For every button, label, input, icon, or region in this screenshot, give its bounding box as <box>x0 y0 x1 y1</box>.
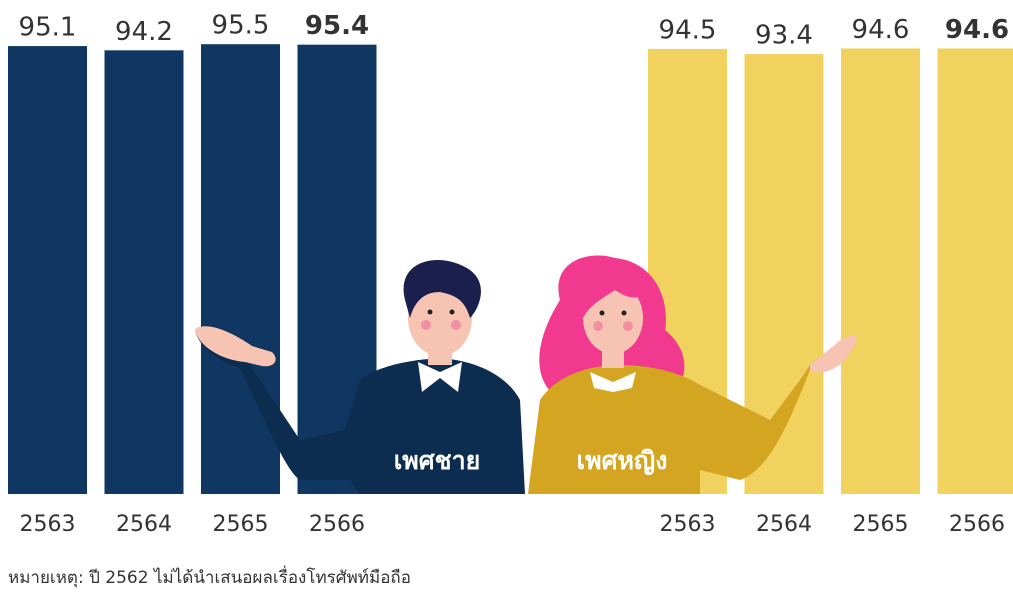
labels: 95.1 2563 94.2 2564 95.5 2565 95.4 2566 เพศชาย 94… <box>19 11 1010 537</box>
value-label: 94.2 <box>115 17 173 47</box>
bar <box>8 46 87 494</box>
value-label: 95.1 <box>19 13 77 43</box>
x-tick-label: 2565 <box>213 512 269 537</box>
value-label: 93.4 <box>755 21 813 51</box>
value-label: 94.6 <box>945 15 1009 45</box>
x-tick-label: 2566 <box>309 512 365 537</box>
value-label: 95.4 <box>305 11 369 41</box>
bar <box>104 50 184 495</box>
bar <box>937 48 1013 495</box>
bar <box>841 48 920 495</box>
man-illustration <box>195 260 525 494</box>
x-tick-label: 2564 <box>116 512 172 537</box>
x-tick-label: 2563 <box>660 512 716 537</box>
x-tick-label: 2566 <box>949 512 1005 537</box>
value-label: 94.6 <box>852 15 910 45</box>
x-tick-label: 2563 <box>20 512 76 537</box>
x-tick-label: 2565 <box>853 512 909 537</box>
value-label: 95.5 <box>212 11 270 41</box>
value-label: 94.5 <box>659 15 717 45</box>
woman-illustration <box>528 255 857 494</box>
series-name: เพศหญิง <box>577 446 668 475</box>
footnote: หมายเหตุ: ปี 2562 ไม่ได้นำเสนอผลเรื่องโท… <box>8 565 411 588</box>
series-name: เพศชาย <box>394 446 481 475</box>
x-tick-label: 2564 <box>756 512 812 537</box>
